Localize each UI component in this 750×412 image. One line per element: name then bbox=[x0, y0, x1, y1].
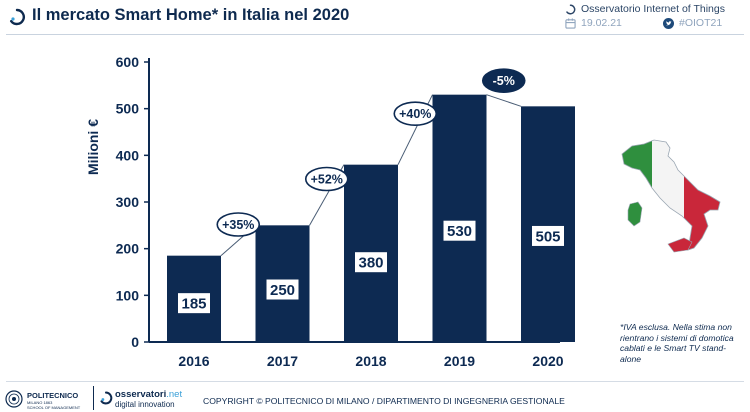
y-tick-label: 200 bbox=[116, 241, 140, 257]
y-tick-label: 400 bbox=[116, 147, 140, 163]
growth-connector bbox=[486, 94, 522, 107]
bar bbox=[521, 106, 575, 342]
polimi-sub: MILANO 1863 bbox=[27, 400, 53, 405]
date-label: 19.02.21 bbox=[581, 17, 622, 29]
italy-flag-map-icon bbox=[621, 139, 721, 253]
osservatori-small-icon bbox=[566, 3, 576, 14]
x-tick-label: 2016 bbox=[178, 353, 209, 369]
data-label: 250 bbox=[270, 282, 295, 299]
org-label-row: Osservatorio Internet of Things bbox=[565, 3, 725, 15]
twitter-icon bbox=[663, 17, 674, 29]
x-tick-label: 2018 bbox=[355, 353, 386, 369]
data-label: 380 bbox=[358, 255, 383, 272]
footer-divider-line bbox=[6, 381, 744, 382]
polimi-seal-icon bbox=[5, 390, 23, 408]
growth-label: +52% bbox=[311, 173, 343, 187]
data-label: 505 bbox=[535, 228, 560, 245]
header-divider bbox=[6, 34, 744, 35]
copyright-text: COPYRIGHT © POLITECNICO DI MILANO / DIPA… bbox=[203, 396, 565, 406]
data-label-box bbox=[178, 293, 210, 314]
org-label: Osservatorio Internet of Things bbox=[581, 3, 725, 15]
bar bbox=[432, 94, 487, 342]
growth-badge bbox=[304, 166, 349, 192]
growth-badge bbox=[481, 68, 526, 93]
data-label-box bbox=[443, 220, 476, 241]
y-tick-label: 600 bbox=[116, 54, 140, 70]
footer-logo-divider bbox=[93, 386, 94, 410]
hashtag-row[interactable]: #OIOT21 bbox=[663, 17, 722, 29]
osservatori-name: osservatori.net bbox=[115, 389, 183, 400]
polimi-name: POLITECNICO bbox=[27, 391, 79, 400]
polimi-school: SCHOOL OF MANAGEMENT bbox=[27, 405, 81, 410]
date-row: 19.02.21 bbox=[565, 17, 622, 29]
x-tick-label: 2017 bbox=[267, 353, 298, 369]
growth-label: +35% bbox=[222, 218, 254, 232]
y-tick-label: 100 bbox=[116, 287, 140, 303]
calendar-icon bbox=[565, 17, 576, 29]
growth-label: +40% bbox=[399, 107, 431, 121]
slide-header: Il mercato Smart Home* in Italia nel 202… bbox=[0, 0, 750, 40]
data-label: 530 bbox=[447, 223, 472, 240]
osservatori-footer-logo-icon bbox=[100, 391, 113, 405]
osservatori-sub: digital innovation bbox=[115, 400, 175, 409]
x-tick-label: 2019 bbox=[444, 353, 475, 369]
slide-title: Il mercato Smart Home* in Italia nel 202… bbox=[32, 6, 350, 24]
data-label: 185 bbox=[181, 296, 206, 313]
data-label-box bbox=[266, 279, 299, 300]
growth-badge bbox=[393, 101, 438, 126]
growth-badge bbox=[216, 212, 261, 237]
footnote: *IVA esclusa. Nella stima non rientrano … bbox=[620, 322, 734, 365]
growth-label: -5% bbox=[493, 74, 515, 88]
y-tick-label: 0 bbox=[131, 334, 139, 350]
osservatori-logo-icon bbox=[10, 8, 25, 26]
y-axis-title: Milioni € bbox=[85, 119, 101, 175]
smart-home-market-chart: 0 100 200 300 400 500 600 Milioni € 2016 2017 2018… bbox=[85, 54, 575, 369]
data-label-box bbox=[355, 252, 387, 273]
y-tick-label: 300 bbox=[116, 194, 140, 210]
x-tick-label: 2020 bbox=[532, 353, 563, 369]
data-label-box bbox=[532, 225, 564, 246]
slide-footer: POLITECNICO MILANO 1863 SCHOOL OF MANAGE… bbox=[0, 380, 750, 412]
y-tick-label: 500 bbox=[116, 101, 140, 117]
hashtag-label: #OIOT21 bbox=[679, 17, 723, 29]
